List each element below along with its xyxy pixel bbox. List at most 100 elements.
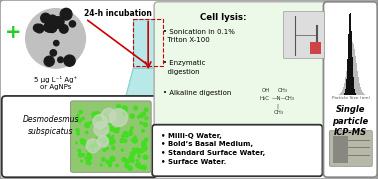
Circle shape bbox=[103, 149, 106, 151]
Circle shape bbox=[124, 131, 127, 135]
Circle shape bbox=[116, 130, 119, 133]
Bar bbox=[351, 31, 352, 95]
Circle shape bbox=[103, 140, 105, 142]
Circle shape bbox=[120, 141, 122, 143]
FancyBboxPatch shape bbox=[2, 96, 157, 177]
Circle shape bbox=[64, 55, 75, 66]
Circle shape bbox=[130, 127, 133, 129]
Circle shape bbox=[122, 112, 125, 115]
Bar bbox=[348, 56, 349, 95]
Text: • Sonication in 0.1%
  Triton X-100: • Sonication in 0.1% Triton X-100 bbox=[163, 28, 235, 43]
Circle shape bbox=[108, 138, 112, 142]
Circle shape bbox=[59, 25, 68, 33]
Circle shape bbox=[77, 132, 79, 135]
Circle shape bbox=[104, 114, 107, 116]
Circle shape bbox=[92, 112, 97, 117]
Circle shape bbox=[80, 139, 82, 141]
Circle shape bbox=[133, 138, 138, 143]
Circle shape bbox=[76, 142, 77, 144]
Circle shape bbox=[143, 145, 146, 149]
Circle shape bbox=[112, 158, 115, 160]
Circle shape bbox=[52, 17, 64, 28]
Circle shape bbox=[133, 148, 135, 151]
Bar bbox=[310, 42, 321, 54]
Circle shape bbox=[138, 155, 141, 158]
Circle shape bbox=[78, 149, 81, 152]
Bar bbox=[344, 83, 345, 95]
Text: Single
particle
ICP-MS: Single particle ICP-MS bbox=[332, 105, 369, 137]
Circle shape bbox=[81, 154, 84, 157]
Text: H₂C: H₂C bbox=[260, 96, 270, 101]
Text: CH₃: CH₃ bbox=[277, 88, 288, 93]
Circle shape bbox=[142, 165, 146, 170]
Bar bbox=[352, 42, 353, 95]
Circle shape bbox=[44, 23, 53, 32]
Bar bbox=[344, 93, 345, 95]
Circle shape bbox=[86, 160, 90, 164]
Circle shape bbox=[121, 139, 124, 142]
Circle shape bbox=[58, 19, 64, 25]
Circle shape bbox=[110, 142, 112, 144]
Circle shape bbox=[138, 152, 139, 154]
Circle shape bbox=[44, 56, 54, 66]
Circle shape bbox=[122, 106, 127, 110]
Text: • Alkaline digestion: • Alkaline digestion bbox=[163, 90, 231, 96]
Circle shape bbox=[96, 138, 98, 140]
Circle shape bbox=[77, 114, 79, 116]
Circle shape bbox=[122, 134, 124, 137]
Bar bbox=[352, 57, 353, 95]
Circle shape bbox=[102, 158, 105, 161]
Bar bbox=[361, 90, 362, 95]
Circle shape bbox=[110, 139, 115, 144]
Circle shape bbox=[144, 123, 147, 127]
Bar bbox=[342, 87, 344, 95]
FancyBboxPatch shape bbox=[152, 125, 322, 176]
Circle shape bbox=[98, 117, 102, 121]
Circle shape bbox=[92, 114, 96, 118]
Circle shape bbox=[41, 13, 51, 23]
Circle shape bbox=[110, 156, 115, 161]
Circle shape bbox=[94, 125, 98, 128]
Circle shape bbox=[88, 156, 91, 159]
Circle shape bbox=[141, 112, 146, 116]
Bar bbox=[364, 94, 365, 95]
Circle shape bbox=[134, 106, 138, 110]
Circle shape bbox=[108, 164, 111, 167]
Circle shape bbox=[142, 141, 146, 144]
Text: |: | bbox=[277, 104, 279, 109]
Circle shape bbox=[139, 165, 142, 169]
Circle shape bbox=[101, 120, 106, 125]
Circle shape bbox=[94, 142, 98, 146]
Bar bbox=[353, 44, 354, 95]
Bar bbox=[350, 44, 351, 95]
Circle shape bbox=[140, 122, 143, 124]
Circle shape bbox=[122, 158, 126, 161]
Circle shape bbox=[77, 118, 81, 122]
Circle shape bbox=[142, 129, 144, 132]
Text: Cell lysis:: Cell lysis: bbox=[200, 13, 246, 22]
Circle shape bbox=[85, 157, 87, 159]
Bar bbox=[359, 83, 360, 95]
Circle shape bbox=[87, 161, 91, 165]
Bar bbox=[349, 49, 350, 95]
Circle shape bbox=[60, 8, 72, 20]
Circle shape bbox=[81, 139, 85, 144]
Circle shape bbox=[110, 109, 128, 127]
Bar bbox=[362, 92, 363, 95]
Circle shape bbox=[125, 134, 129, 137]
FancyBboxPatch shape bbox=[154, 2, 332, 129]
Circle shape bbox=[83, 142, 87, 146]
Bar bbox=[347, 59, 348, 95]
Circle shape bbox=[124, 139, 127, 142]
Circle shape bbox=[128, 160, 130, 162]
Circle shape bbox=[93, 114, 107, 129]
Circle shape bbox=[145, 117, 148, 120]
Bar bbox=[358, 77, 359, 95]
Circle shape bbox=[109, 163, 112, 165]
Circle shape bbox=[106, 134, 110, 138]
Circle shape bbox=[45, 21, 55, 32]
Bar bbox=[339, 93, 341, 95]
FancyBboxPatch shape bbox=[70, 101, 151, 172]
Circle shape bbox=[139, 149, 144, 153]
Circle shape bbox=[139, 165, 141, 167]
